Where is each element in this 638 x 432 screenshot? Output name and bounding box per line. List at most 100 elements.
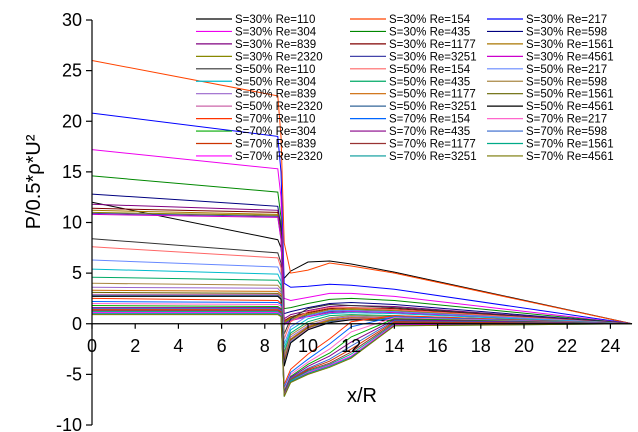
legend-label: S=50% Re=2320 <box>235 101 323 113</box>
y-axis-ticks: -10 -5 0 5 10 15 20 25 30 <box>56 10 92 432</box>
legend: S=30% Re=110 S=30% Re=154 S=30% Re=217S=30… <box>196 14 614 163</box>
legend-label: S=30% Re=1561 <box>526 39 614 51</box>
legend-label: S=50% Re=1561 <box>526 89 614 101</box>
y-tick-label: 15 <box>62 162 82 182</box>
legend-label: S=50% Re=110 <box>235 64 315 76</box>
legend-label: S=30% Re=217 <box>526 14 607 26</box>
series-line <box>91 297 633 385</box>
x-tick-label: 16 <box>428 336 448 356</box>
legend-item: S=30% Re=1561 <box>487 39 614 51</box>
legend-label: S=70% Re=1561 <box>526 139 614 151</box>
legend-item: S=50% Re=154 <box>350 64 471 76</box>
legend-item: S=50% Re=3251 <box>350 101 477 113</box>
legend-item: S=70% Re=435 <box>350 126 470 138</box>
legend-item: S=30% Re=154 <box>350 14 471 26</box>
legend-label: S=50% Re=598 <box>526 76 607 88</box>
series-line <box>91 201 633 325</box>
series-line <box>92 314 633 397</box>
legend-item: S=50% Re=839 <box>196 89 316 101</box>
legend-label: S=30% Re=154 <box>389 14 471 26</box>
legend-label: S=30% Re=304 <box>235 26 317 38</box>
legend-item: S=70% Re=839 <box>196 139 316 151</box>
legend-label: S=50% Re=435 <box>389 76 470 88</box>
legend-item: S=70% Re=110 <box>196 114 315 126</box>
legend-item: S=30% Re=598 <box>487 26 607 38</box>
legend-item: S=50% Re=598 <box>487 76 607 88</box>
legend-label: S=30% Re=2320 <box>235 51 323 63</box>
series-line <box>91 175 633 325</box>
x-axis-ticks: 0 2 4 6 8 10 12 14 16 18 20 22 24 <box>87 323 620 356</box>
legend-item: S=70% Re=304 <box>196 126 317 138</box>
legend-item: S=30% Re=110 <box>196 14 315 26</box>
legend-label: S=50% Re=1177 <box>389 89 476 101</box>
legend-label: S=70% Re=110 <box>235 114 315 126</box>
legend-item: S=70% Re=1561 <box>487 139 614 151</box>
legend-label: S=30% Re=3251 <box>389 51 477 63</box>
legend-label: S=30% Re=1177 <box>389 39 476 51</box>
y-tick-label: -5 <box>66 364 82 384</box>
legend-item: S=30% Re=435 <box>350 26 470 38</box>
legend-label: S=70% Re=1177 <box>389 139 476 151</box>
legend-item: S=70% Re=598 <box>487 126 607 138</box>
legend-item: S=50% Re=110 <box>196 64 315 76</box>
series-line <box>91 149 633 325</box>
legend-label: S=30% Re=4561 <box>526 51 614 63</box>
x-tick-label: 20 <box>514 336 534 356</box>
x-tick-label: 4 <box>173 336 183 356</box>
series-line <box>91 259 633 345</box>
legend-item: S=50% Re=217 <box>487 64 607 76</box>
series-line <box>91 282 633 356</box>
legend-label: S=70% Re=839 <box>235 139 316 151</box>
legend-item: S=30% Re=2320 <box>196 51 323 63</box>
legend-item: S=30% Re=4561 <box>487 51 614 63</box>
legend-label: S=70% Re=598 <box>526 126 607 138</box>
legend-item: S=70% Re=1177 <box>350 139 476 151</box>
y-tick-label: -10 <box>56 415 82 432</box>
series-line <box>92 309 633 395</box>
series-line <box>91 301 633 388</box>
legend-item: S=50% Re=304 <box>196 76 317 88</box>
series-line <box>91 112 633 325</box>
legend-item: S=70% Re=3251 <box>350 151 477 163</box>
legend-item: S=30% Re=1177 <box>350 39 476 51</box>
y-tick-label: 25 <box>62 61 82 81</box>
plot-lines <box>91 60 633 397</box>
legend-item: S=50% Re=435 <box>350 76 470 88</box>
y-tick-label: 0 <box>72 314 82 334</box>
y-axis-title: P/0.5*ρ*U² <box>23 134 45 229</box>
x-tick-label: 18 <box>471 336 491 356</box>
y-tick-label: 5 <box>72 263 82 283</box>
series-line <box>91 286 633 359</box>
series-line <box>91 276 633 353</box>
series-line <box>91 213 633 326</box>
series-line <box>91 60 633 325</box>
series-line <box>91 246 633 340</box>
legend-label: S=70% Re=435 <box>389 126 470 138</box>
series-line <box>91 305 633 392</box>
legend-item: S=70% Re=217 <box>487 114 607 126</box>
series-line <box>91 238 633 335</box>
x-tick-label: 2 <box>130 336 140 356</box>
x-tick-label: 12 <box>341 336 361 356</box>
y-tick-label: 10 <box>62 213 82 233</box>
legend-label: S=50% Re=4561 <box>526 101 614 113</box>
series-line <box>91 193 633 325</box>
legend-label: S=30% Re=435 <box>389 26 470 38</box>
legend-label: S=50% Re=3251 <box>389 101 477 113</box>
series-line <box>92 311 632 396</box>
series-line <box>92 308 633 394</box>
x-tick-label: 8 <box>260 336 270 356</box>
series-line <box>91 303 633 390</box>
x-tick-label: 0 <box>87 336 97 356</box>
legend-item: S=30% Re=3251 <box>350 51 477 63</box>
legend-item: S=30% Re=217 <box>487 14 607 26</box>
legend-label: S=30% Re=598 <box>526 26 607 38</box>
legend-item: S=70% Re=2320 <box>196 151 323 163</box>
legend-label: S=70% Re=154 <box>389 114 471 126</box>
x-tick-label: 6 <box>217 336 227 356</box>
legend-item: S=70% Re=4561 <box>487 151 614 163</box>
legend-label: S=70% Re=217 <box>526 114 607 126</box>
legend-label: S=50% Re=304 <box>235 76 317 88</box>
legend-item: S=50% Re=1177 <box>350 89 476 101</box>
